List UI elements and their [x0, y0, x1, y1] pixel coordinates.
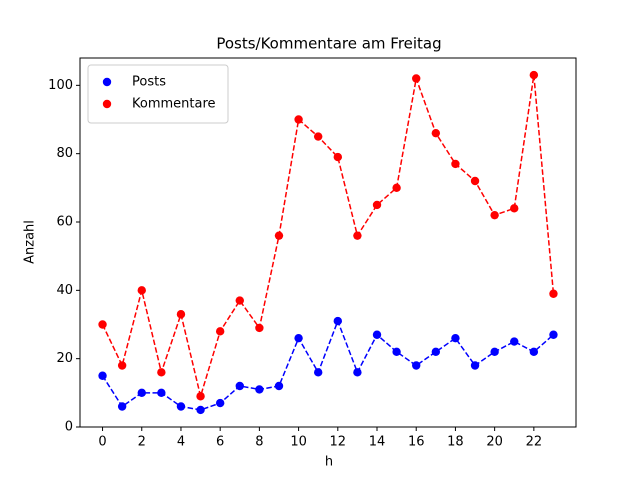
x-tick-label: 12 [330, 435, 347, 450]
y-tick-label: 40 [56, 283, 73, 298]
x-tick-label: 18 [447, 435, 464, 450]
data-point [235, 381, 244, 391]
data-point [490, 347, 499, 357]
data-point [431, 347, 441, 357]
plot-frame [79, 57, 577, 428]
data-point [549, 330, 558, 339]
data-point [372, 330, 382, 339]
data-point [117, 402, 127, 411]
data-point [196, 392, 205, 401]
chart-title: Posts/Kommentare am Freitag [216, 35, 441, 53]
data-point [392, 347, 401, 357]
data-point [470, 361, 480, 370]
data-point [529, 347, 539, 357]
data-point [255, 323, 264, 333]
data-point [274, 231, 284, 240]
data-point [549, 289, 558, 298]
data-point [157, 368, 166, 377]
data-point [98, 320, 107, 329]
data-point [412, 74, 421, 83]
x-tick-label: 10 [290, 435, 307, 450]
x-tick-label: 22 [526, 435, 543, 450]
data-point [235, 296, 244, 305]
data-point [353, 231, 362, 240]
x-tick-label: 4 [177, 435, 185, 450]
y-tick-label: 60 [56, 215, 73, 230]
data-point [176, 310, 186, 319]
data-point [157, 388, 166, 398]
data-point [215, 327, 225, 336]
x-tick-label: 0 [98, 435, 106, 450]
data-point [412, 361, 421, 370]
data-point [294, 115, 303, 124]
data-point [510, 204, 519, 213]
data-point [451, 333, 460, 343]
data-point [333, 316, 343, 326]
data-point [451, 159, 460, 169]
data-point [98, 371, 107, 380]
x-tick-label: 6 [216, 435, 224, 450]
x-tick-label: 16 [408, 435, 425, 450]
y-tick-label: 80 [56, 146, 73, 161]
legend-box [87, 64, 229, 124]
y-tick-label: 100 [48, 78, 73, 93]
data-point [137, 388, 146, 398]
y-axis-label: Anzahl [23, 220, 38, 264]
data-point [255, 385, 264, 394]
legend-label: Posts [132, 75, 166, 90]
data-point [392, 183, 401, 193]
data-point [117, 361, 127, 370]
data-point [274, 381, 284, 391]
data-point [196, 405, 205, 415]
legend-marker [102, 77, 112, 87]
data-point [431, 128, 441, 138]
data-point [510, 337, 519, 346]
data-point [372, 200, 382, 210]
data-point [313, 132, 323, 141]
data-point [215, 398, 225, 408]
x-axis-label: h [325, 455, 333, 470]
data-point [470, 176, 480, 186]
x-tick-label: 20 [486, 435, 503, 450]
x-tick-label: 14 [369, 435, 386, 450]
data-point [313, 368, 323, 377]
x-tick-label: 2 [138, 435, 146, 450]
legend-label: Kommentare [132, 97, 216, 112]
data-point [353, 368, 362, 377]
y-tick-label: 0 [65, 420, 73, 435]
data-point [176, 402, 186, 411]
x-tick-label: 8 [255, 435, 263, 450]
data-point [529, 70, 539, 80]
legend-marker [102, 99, 112, 109]
data-point [333, 152, 343, 162]
series-line [101, 74, 555, 400]
data-point [294, 333, 303, 343]
data-point [490, 210, 499, 220]
y-tick-label: 20 [56, 351, 73, 366]
data-point [137, 286, 146, 295]
